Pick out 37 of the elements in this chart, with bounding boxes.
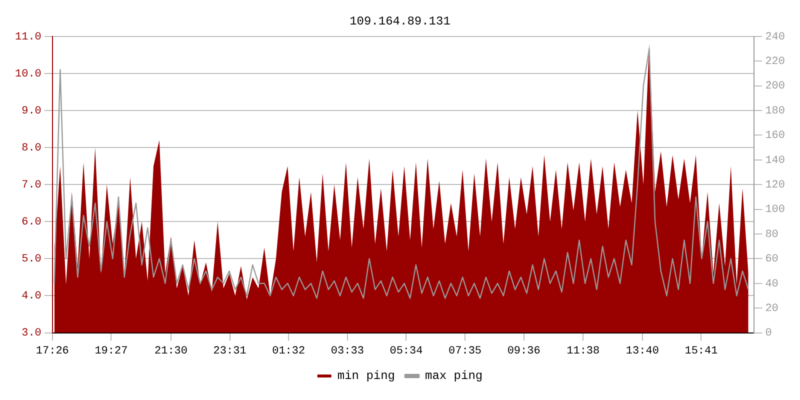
x-tick-label: 23:31 [213, 345, 247, 358]
x-tick-label: 21:30 [154, 345, 188, 358]
x-tick-label: 13:40 [626, 345, 659, 358]
y2-tick-label: 160 [765, 130, 786, 142]
y-tick-label: 8.0 [22, 142, 42, 154]
y-tick-label: 10.0 [15, 68, 42, 80]
legend-label: max ping [425, 369, 483, 384]
x-tick-label: 11:38 [566, 345, 600, 358]
y2-tick-label: 140 [765, 154, 786, 167]
y2-tick-label: 80 [765, 228, 778, 241]
chart-title: 109.164.89.131 [350, 14, 450, 28]
x-tick-label: 03:33 [330, 345, 364, 358]
y-tick-label: 6.0 [22, 216, 42, 229]
y-tick-label: 4.0 [22, 290, 42, 303]
x-tick-label: 15:41 [684, 345, 718, 358]
x-tick-label: 09:36 [507, 345, 540, 358]
x-tick-label: 17:26 [36, 345, 69, 358]
y-tick-label: 9.0 [22, 105, 42, 118]
y2-tick-label: 180 [765, 105, 786, 118]
y2-tick-label: 0 [765, 328, 772, 340]
x-tick-label: 05:34 [390, 345, 424, 358]
y2-tick-label: 200 [765, 80, 786, 93]
x-tick-label: 07:35 [448, 345, 482, 358]
legend-label: min ping [337, 369, 395, 384]
y-tick-label: 3.0 [22, 328, 42, 340]
y2-tick-label: 100 [765, 204, 786, 216]
y2-tick-label: 220 [765, 56, 786, 68]
y-tick-label: 7.0 [22, 180, 42, 192]
y2-tick-label: 120 [765, 180, 786, 192]
y-tick-label: 11.0 [15, 31, 42, 44]
x-tick-label: 01:32 [272, 345, 306, 358]
y2-tick-label: 20 [765, 303, 778, 316]
y2-tick-label: 40 [765, 278, 778, 290]
y2-tick-label: 240 [765, 31, 786, 44]
y2-tick-label: 60 [765, 254, 778, 266]
x-tick-label: 19:27 [94, 345, 128, 358]
y-tick-label: 5.0 [22, 254, 42, 266]
